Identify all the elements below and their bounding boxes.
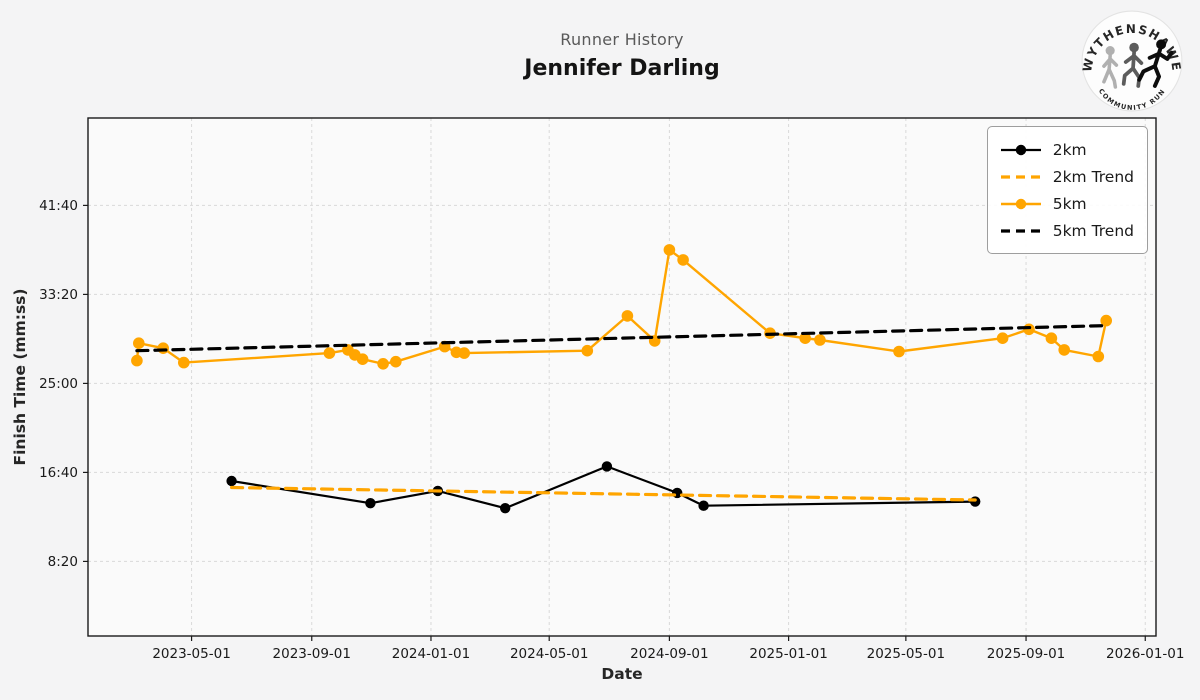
5km-data-point bbox=[1092, 350, 1105, 363]
2km-data-point bbox=[226, 475, 237, 487]
y-tick-label: 25:00 bbox=[39, 376, 78, 392]
y-axis-label: Finish Time (mm:ss) bbox=[11, 289, 29, 466]
5km-data-point bbox=[893, 345, 905, 358]
x-tick-label: 2024-05-01 bbox=[510, 646, 588, 662]
5km-data-point bbox=[458, 347, 471, 359]
legend-line-sample bbox=[1000, 144, 1041, 155]
5km-data-point bbox=[677, 254, 689, 266]
plot-background bbox=[88, 118, 1156, 636]
plot-border bbox=[87, 117, 1157, 637]
x-tick-label: 2025-05-01 bbox=[867, 646, 945, 662]
5km-data-point bbox=[157, 342, 169, 355]
2km-trend-line bbox=[230, 485, 977, 502]
x-tick-label: 2026-01-01 bbox=[1106, 646, 1184, 662]
runner-sprinter-icon bbox=[1137, 39, 1174, 88]
legend-label: 2km bbox=[1052, 140, 1087, 159]
runner-name-title: Jennifer Darling bbox=[524, 56, 720, 81]
2km-data-point bbox=[698, 500, 709, 511]
y-tick-label: 16:40 bbox=[39, 465, 78, 481]
x-tick-label: 2025-09-01 bbox=[987, 646, 1065, 662]
x-tick-label: 2025-01-01 bbox=[749, 646, 827, 662]
5km-markers bbox=[131, 244, 1112, 370]
5km-trend-line bbox=[135, 324, 1108, 353]
5km-data-point bbox=[390, 355, 402, 368]
5km-data-point bbox=[621, 310, 634, 322]
5km-data-point bbox=[581, 344, 594, 357]
2km-data-point bbox=[601, 461, 613, 472]
runner-walker-icon bbox=[1102, 46, 1119, 89]
y-tick-label: 41:40 bbox=[39, 198, 78, 214]
5km-data-point bbox=[663, 244, 676, 256]
5km-data-point bbox=[1058, 344, 1070, 356]
x-tick-label: 2024-09-01 bbox=[630, 646, 708, 662]
x-tick-label: 2023-09-01 bbox=[273, 646, 351, 662]
2km-data-point bbox=[365, 498, 376, 509]
club-logo: WYTHENSHAWE COMMUNITY RUN bbox=[1080, 10, 1183, 112]
5km-data-point bbox=[133, 337, 145, 350]
legend: 2km 2km Trend 5km 5km Trend bbox=[986, 126, 1148, 254]
legend-label: 5km bbox=[1052, 194, 1087, 213]
plot-area bbox=[88, 118, 1156, 636]
legend-item-5km-trend: 5km Trend bbox=[999, 217, 1134, 244]
legend-item-2km-trend: 2km Trend bbox=[999, 163, 1134, 190]
data-series bbox=[131, 244, 1112, 514]
runner-jogger-icon bbox=[1121, 42, 1144, 88]
5km-data-point bbox=[178, 356, 190, 369]
x-tick-label: 2023-05-01 bbox=[152, 646, 230, 662]
5km-data-point bbox=[996, 332, 1009, 345]
legend-line-sample bbox=[1000, 228, 1041, 233]
legend-line-sample bbox=[1000, 198, 1041, 209]
x-tick-label: 2024-01-01 bbox=[392, 646, 470, 662]
5km-line bbox=[135, 248, 1108, 365]
5km-data-point bbox=[356, 353, 369, 366]
5km-data-point bbox=[1045, 332, 1058, 345]
legend-item-2km: 2km bbox=[999, 136, 1134, 163]
2km-markers bbox=[226, 461, 981, 514]
2km-data-point bbox=[672, 487, 683, 499]
y-tick-label: 8:20 bbox=[48, 554, 78, 570]
5km-data-point bbox=[814, 334, 826, 346]
5km-data-point bbox=[377, 358, 389, 370]
5km-data-point bbox=[323, 347, 336, 359]
legend-item-5km: 5km bbox=[999, 190, 1134, 217]
5km-data-point bbox=[131, 354, 143, 367]
5km-data-point bbox=[799, 332, 811, 345]
x-axis-label: Date bbox=[601, 665, 642, 683]
y-tick-label: 33:20 bbox=[39, 287, 78, 303]
legend-line-sample bbox=[1000, 174, 1041, 179]
title-block: Runner History Jennifer Darling bbox=[88, 30, 1156, 81]
chart-suptitle: Runner History bbox=[560, 30, 684, 49]
axes: 2023-05-01 2023-09-01 2024-01-01 2024-05-01… bbox=[39, 117, 1184, 662]
5km-data-point bbox=[1100, 314, 1112, 327]
legend-label: 2km Trend bbox=[1052, 167, 1134, 186]
legend-label: 5km Trend bbox=[1052, 221, 1134, 240]
2km-data-point bbox=[500, 503, 511, 514]
